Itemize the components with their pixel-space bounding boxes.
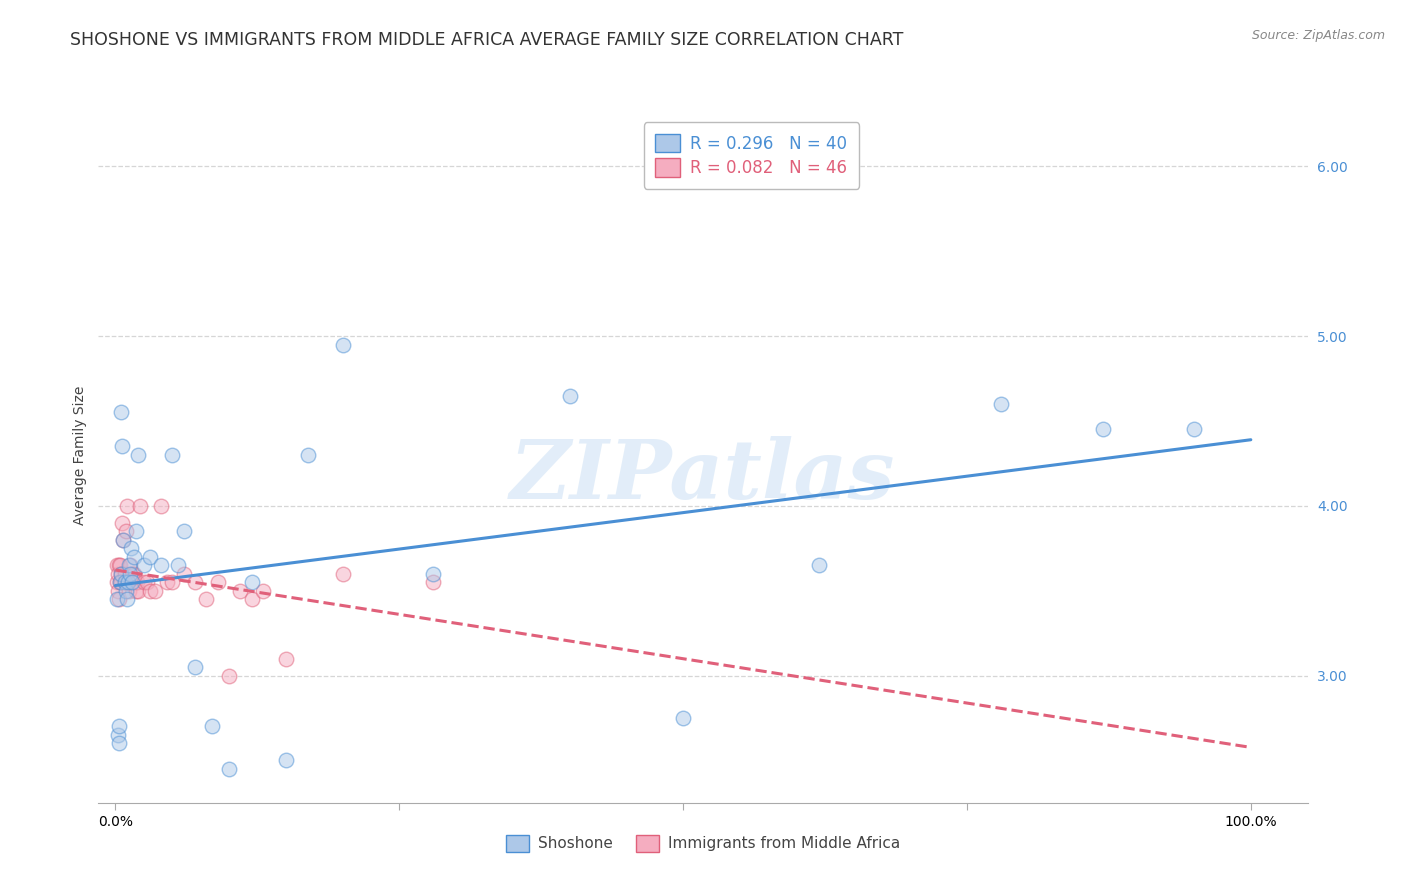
Point <box>114 575 136 590</box>
Point <box>558 388 581 402</box>
Point <box>108 558 131 573</box>
Point <box>184 660 207 674</box>
Point <box>155 575 177 590</box>
Point <box>118 583 141 598</box>
Point <box>1182 422 1205 436</box>
Point <box>108 719 131 733</box>
Text: ZIPatlas: ZIPatlas <box>510 436 896 516</box>
Point <box>136 575 159 590</box>
Point <box>107 583 129 598</box>
Point <box>108 558 131 573</box>
Point <box>132 558 155 573</box>
Point <box>114 524 136 539</box>
Point <box>195 592 218 607</box>
Point <box>808 558 831 573</box>
Point <box>127 448 149 462</box>
Point <box>112 533 135 547</box>
Point <box>274 753 297 767</box>
Point <box>990 397 1012 411</box>
Point <box>149 499 172 513</box>
Point <box>422 575 444 590</box>
Point <box>229 583 252 598</box>
Point <box>218 762 240 776</box>
Text: SHOSHONE VS IMMIGRANTS FROM MIDDLE AFRICA AVERAGE FAMILY SIZE CORRELATION CHART: SHOSHONE VS IMMIGRANTS FROM MIDDLE AFRIC… <box>70 31 904 49</box>
Point <box>108 575 131 590</box>
Point <box>138 583 160 598</box>
Point <box>672 711 695 725</box>
Point <box>184 575 207 590</box>
Point <box>125 583 148 598</box>
Point <box>110 405 132 419</box>
Point <box>114 566 136 581</box>
Point <box>129 499 152 513</box>
Point <box>127 583 149 598</box>
Point <box>111 516 134 530</box>
Point <box>332 566 354 581</box>
Point <box>105 592 128 607</box>
Point <box>132 575 155 590</box>
Point <box>125 524 148 539</box>
Point <box>143 583 166 598</box>
Point <box>110 575 132 590</box>
Point <box>160 448 183 462</box>
Point <box>117 575 139 590</box>
Point <box>120 566 142 581</box>
Y-axis label: Average Family Size: Average Family Size <box>73 385 87 524</box>
Point <box>117 575 139 590</box>
Point <box>111 439 134 453</box>
Point <box>297 448 319 462</box>
Point <box>112 533 135 547</box>
Point <box>207 575 229 590</box>
Point <box>105 575 128 590</box>
Point <box>138 549 160 564</box>
Point <box>160 575 183 590</box>
Point <box>107 566 129 581</box>
Point <box>114 583 136 598</box>
Point <box>107 728 129 742</box>
Point <box>173 524 195 539</box>
Point <box>124 575 146 590</box>
Point <box>108 592 131 607</box>
Point <box>121 566 143 581</box>
Point <box>120 575 142 590</box>
Point <box>240 575 263 590</box>
Point <box>252 583 274 598</box>
Point <box>115 575 138 590</box>
Point <box>108 736 131 750</box>
Point <box>118 558 141 573</box>
Point <box>125 575 148 590</box>
Point <box>120 541 142 556</box>
Point <box>115 592 138 607</box>
Point <box>122 566 145 581</box>
Point <box>173 566 195 581</box>
Point <box>167 558 190 573</box>
Point <box>108 575 131 590</box>
Point <box>121 575 143 590</box>
Point <box>105 558 128 573</box>
Point <box>218 668 240 682</box>
Legend: Shoshone, Immigrants from Middle Africa: Shoshone, Immigrants from Middle Africa <box>499 829 907 858</box>
Point <box>1092 422 1115 436</box>
Point <box>114 575 136 590</box>
Point <box>110 566 132 581</box>
Point <box>274 651 297 665</box>
Point <box>110 566 132 581</box>
Point <box>332 337 354 351</box>
Point <box>120 558 142 573</box>
Text: Source: ZipAtlas.com: Source: ZipAtlas.com <box>1251 29 1385 42</box>
Point <box>422 566 444 581</box>
Point <box>240 592 263 607</box>
Point <box>115 499 138 513</box>
Point <box>122 549 145 564</box>
Point <box>201 719 224 733</box>
Point <box>149 558 172 573</box>
